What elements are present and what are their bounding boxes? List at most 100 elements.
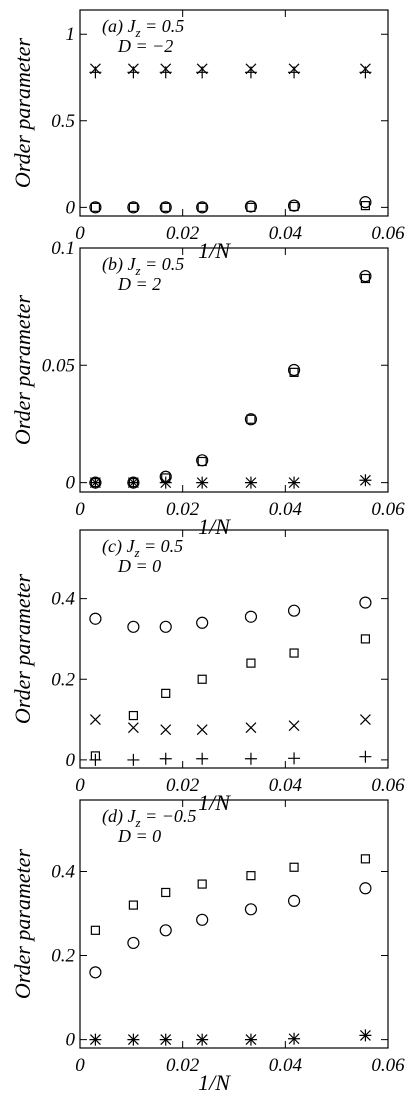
plus-marker [288,1032,301,1045]
cross-marker [196,724,208,736]
plus-marker [196,476,209,489]
y-tick-label: 0.2 [51,946,75,967]
square-marker [197,879,207,889]
y-axis-label: Order parameter [10,574,35,725]
y-tick-label: 0 [66,750,76,771]
x-tick-label: 0.02 [166,1055,200,1076]
square-marker [360,854,371,864]
plus-marker [359,66,372,79]
cross-marker [245,722,257,734]
plus-marker [159,1033,172,1046]
circle-marker [244,413,258,426]
plus-marker [359,474,372,487]
y-tick-label: 0.5 [51,111,75,132]
plus-marker [127,476,140,489]
cross-marker [89,714,101,726]
plus-marker [359,1029,372,1042]
square-marker [128,710,138,721]
square-marker [289,201,299,212]
plus-marker [89,1033,102,1046]
circle-marker [196,913,209,926]
label-prefix: (d) J [102,806,136,827]
plus-marker [288,66,301,79]
circle-marker [159,201,172,214]
label-sub: z [133,545,139,560]
panel-label-line2: D = 2 [117,274,161,294]
plus-marker [244,66,257,79]
plus-marker [196,66,209,79]
circle-marker [89,612,102,625]
circle-marker [89,201,102,214]
x-tick-label: 0 [75,1055,85,1076]
plus-marker [288,752,301,765]
circle-marker [244,200,258,213]
x-tick-label: 0 [75,775,85,796]
panel-label-line2: D = 0 [117,826,161,846]
panel: 0 0.02 0.04 0.06 0 0.2 0.4 1/N Order parameter (d… [10,799,405,1095]
y-tick-label: 0 [66,197,76,218]
square-marker [360,273,371,284]
x-tick-label: 0.06 [371,499,405,520]
circle-marker [127,201,140,214]
square-marker [161,887,171,898]
panel-label-line2: D = −2 [117,36,173,56]
panel-label: (d) Jz = −0.5 [102,806,196,830]
cross-marker [127,722,139,734]
square-marker [246,202,256,212]
square-marker [246,414,256,424]
plus-marker [127,66,140,79]
plus-marker [89,66,102,79]
circle-marker [244,610,258,623]
label-suffix: = 0.5 [140,536,184,556]
x-tick-label: 0.06 [371,223,405,244]
square-marker [128,900,138,910]
y-axis-label: Order parameter [10,849,35,1000]
x-axis-label: 1/N [198,1070,231,1095]
label-suffix: = 0.5 [141,254,185,274]
x-tick-label: 0.04 [269,223,303,244]
y-tick-label: 0 [66,473,76,494]
circle-marker [359,196,372,209]
circle-marker [196,201,209,214]
circle-marker [244,903,258,916]
square-marker [90,925,101,935]
panel-label: (b) Jz = 0.5 [102,254,184,278]
square-marker [197,674,207,684]
square-marker [289,648,299,658]
square-marker [197,202,207,212]
square-marker [360,201,371,211]
square-marker [360,634,371,644]
x-tick-label: 0 [75,499,85,520]
y-tick-label: 0.1 [51,238,75,259]
circle-marker [196,616,209,629]
label-suffix: = −0.5 [141,806,197,826]
cross-marker [288,720,300,732]
circle-marker [159,924,172,937]
x-tick-label: 0.02 [166,499,200,520]
circle-marker [127,936,140,950]
square-marker [289,367,299,377]
y-axis-label: Order parameter [10,295,35,446]
y-tick-label: 0.05 [42,355,75,376]
y-tick-label: 0.4 [51,861,75,882]
plus-marker [244,1033,257,1046]
label-sub: z [134,815,140,830]
label-prefix: (a) J [102,16,136,37]
label-suffix: = 0.5 [141,16,185,36]
circle-marker [287,363,301,377]
panel-label-line2: D = 0 [117,556,161,576]
plus-marker [89,476,102,489]
circle-marker [287,199,301,212]
circle-marker [159,620,172,633]
x-tick-label: 0.02 [166,775,200,796]
plus-marker [244,752,257,765]
plus-marker [196,752,209,765]
panel: 0 0.02 0.04 0.06 0 0.05 0.1 1/N Order parameter (… [10,238,405,539]
x-tick-label: 0.04 [269,1055,303,1076]
x-axis-label: 1/N [198,514,231,539]
x-tick-label: 0.04 [269,775,303,796]
plus-marker [159,66,172,79]
plus-marker [89,753,102,766]
plot-frame [79,799,389,1049]
